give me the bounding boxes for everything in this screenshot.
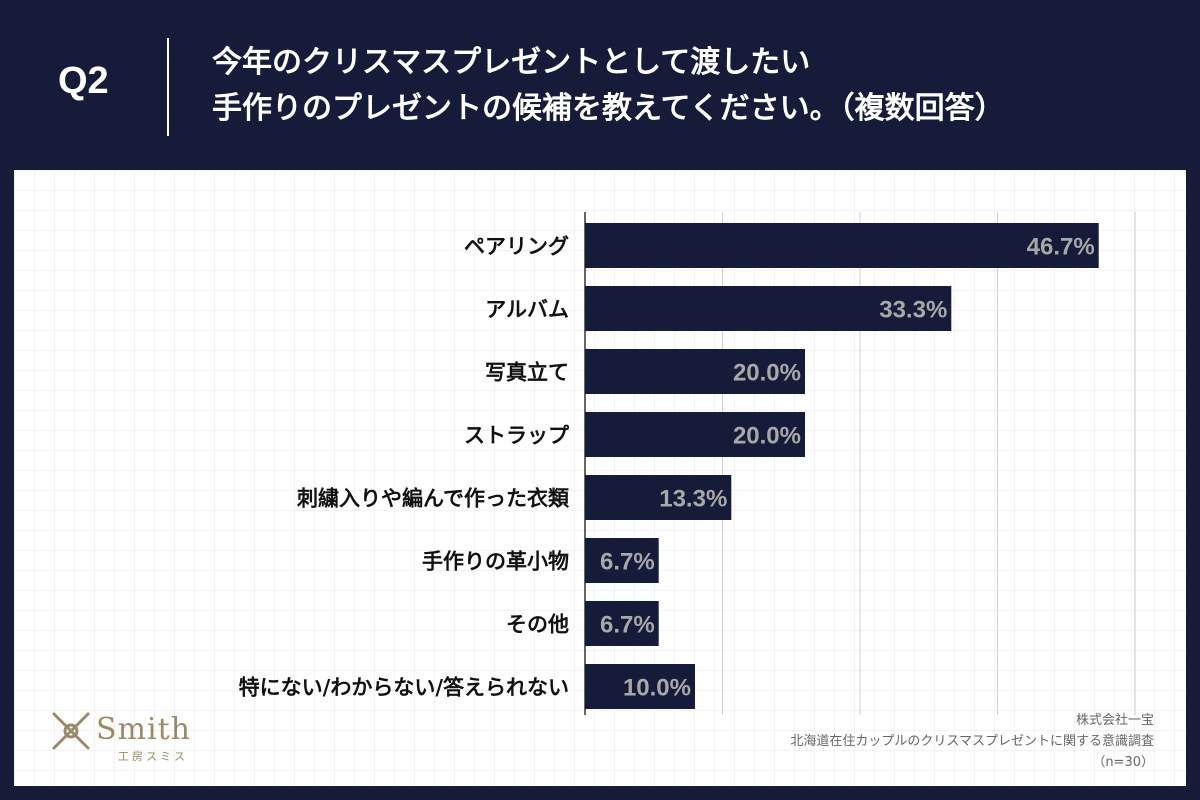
source-survey: 北海道在住カップルのクリスマスプレゼントに関する意識調査: [790, 734, 1154, 749]
value-label: 10.0%: [623, 675, 691, 702]
value-label: 6.7%: [600, 612, 655, 639]
category-label: ペアリング: [464, 235, 569, 259]
chart-panel: ペアリング 46.7% アルバム 33.3% 写真立て 20.0% ストラップ 20.0% 刺繍…: [14, 170, 1186, 786]
header-divider: [167, 38, 169, 136]
bar-chart: ペアリング 46.7% アルバム 33.3% 写真立て 20.0% ストラップ 20.0% 刺繍…: [239, 212, 1136, 715]
bar: [585, 475, 732, 520]
value-label: 6.7%: [600, 549, 655, 576]
logo-subtitle: 工房スミス: [118, 750, 188, 763]
category-label: 特にない/わからない/答えられない: [239, 676, 569, 700]
bar: [585, 601, 659, 646]
value-label: 33.3%: [879, 297, 947, 324]
category-label: 写真立て: [485, 361, 569, 385]
value-label: 46.7%: [1027, 234, 1095, 261]
bar: [585, 538, 659, 583]
value-label: 20.0%: [733, 423, 801, 450]
value-label: 20.0%: [733, 360, 801, 387]
category-label: ストラップ: [464, 424, 570, 448]
bar: [585, 664, 695, 709]
question-title: 今年のクリスマスプレゼントとして渡したい 手作りのプレゼントの候補を教えてくださ…: [212, 40, 1192, 132]
value-label: 13.3%: [659, 486, 727, 513]
bar: [585, 412, 805, 457]
question-number: Q2: [58, 60, 109, 102]
bar: [585, 223, 1099, 268]
bar: [585, 286, 952, 331]
question-line-2: 手作りのプレゼントの候補を教えてください。（複数回答）: [212, 91, 1005, 126]
source-note: 株式会社一宝 北海道在住カップルのクリスマスプレゼントに関する意識調査 （n=3…: [790, 710, 1154, 773]
logo-name: Smith: [96, 712, 191, 747]
header: Q2 今年のクリスマスプレゼントとして渡したい 手作りのプレゼントの候補を教えて…: [0, 0, 1200, 170]
source-company: 株式会社一宝: [1075, 713, 1154, 728]
category-label: アルバム: [485, 298, 569, 322]
question-line-1: 今年のクリスマスプレゼントとして渡したい: [212, 45, 811, 80]
bar: [585, 349, 805, 394]
logo-icon: [52, 712, 90, 750]
category-label: 刺繍入りや編んで作った衣類: [297, 487, 570, 511]
source-sample: （n=30）: [1092, 755, 1154, 770]
category-label: その他: [506, 613, 569, 637]
category-label: 手作りの革小物: [422, 550, 569, 574]
